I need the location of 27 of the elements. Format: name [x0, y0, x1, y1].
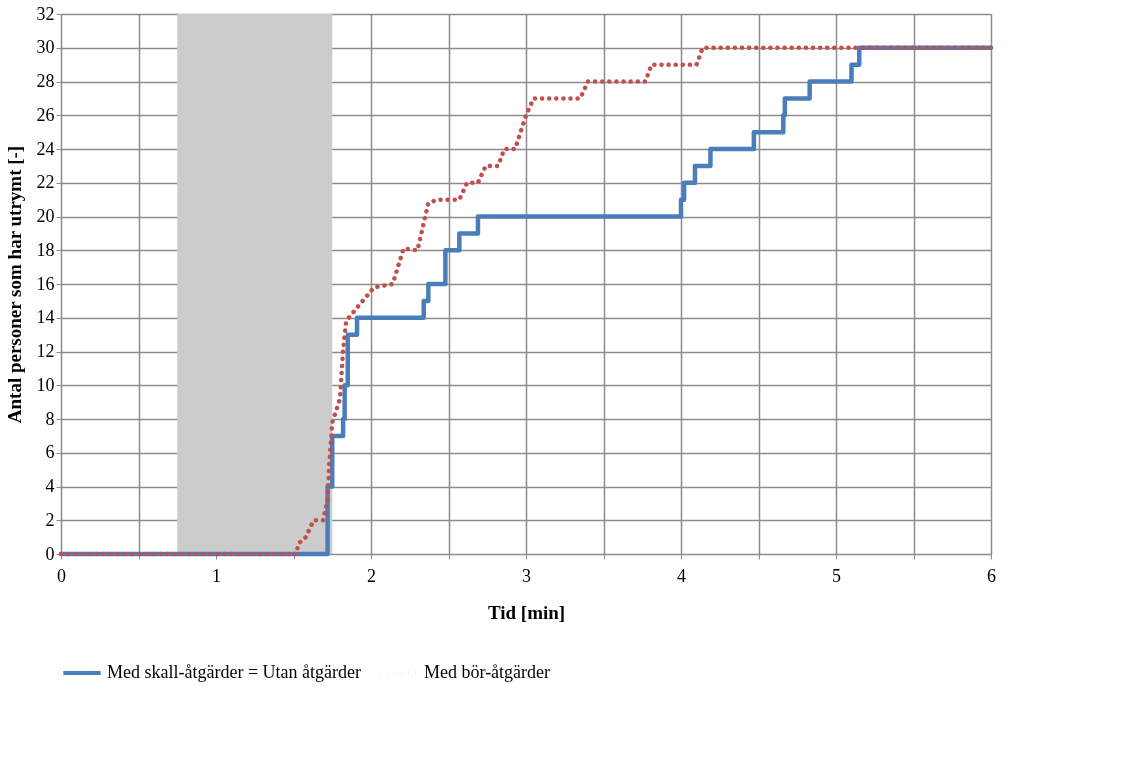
x-tick-label: 1 — [212, 565, 221, 586]
y-tick-label: 8 — [45, 408, 55, 429]
y-tick-label: 16 — [36, 273, 55, 294]
y-axis-title: Antal personer som har utrymt [-] — [3, 145, 25, 424]
y-tick-label: 28 — [36, 71, 55, 91]
y-tick-label: 2 — [45, 509, 55, 530]
y-tick-label: 10 — [36, 374, 55, 395]
y-tick-label: 14 — [36, 307, 55, 328]
x-tick-label: 3 — [522, 565, 531, 586]
y-tick-label: 22 — [36, 172, 55, 193]
legend-label: Med skall-åtgärder = Utan åtgärder — [107, 662, 362, 682]
x-tick-label: 6 — [987, 565, 996, 586]
x-tick-label: 2 — [367, 565, 376, 586]
y-tick-label: 26 — [36, 104, 55, 125]
x-axis-title: Tid [min] — [487, 601, 566, 623]
y-tick-label: 4 — [45, 476, 55, 496]
y-tick-label: 12 — [36, 341, 55, 361]
x-tick-label: 4 — [677, 565, 686, 586]
y-tick-label: 0 — [45, 543, 55, 564]
x-tick-label: 5 — [832, 565, 841, 586]
legend-label: Med bör-åtgärder — [424, 662, 551, 682]
y-tick-label: 24 — [36, 138, 55, 159]
y-tick-label: 30 — [36, 37, 55, 58]
y-tick-label: 18 — [36, 239, 55, 260]
y-tick-label: 6 — [45, 442, 55, 463]
y-tick-label: 32 — [36, 3, 55, 24]
y-tick-label: 20 — [36, 206, 55, 226]
